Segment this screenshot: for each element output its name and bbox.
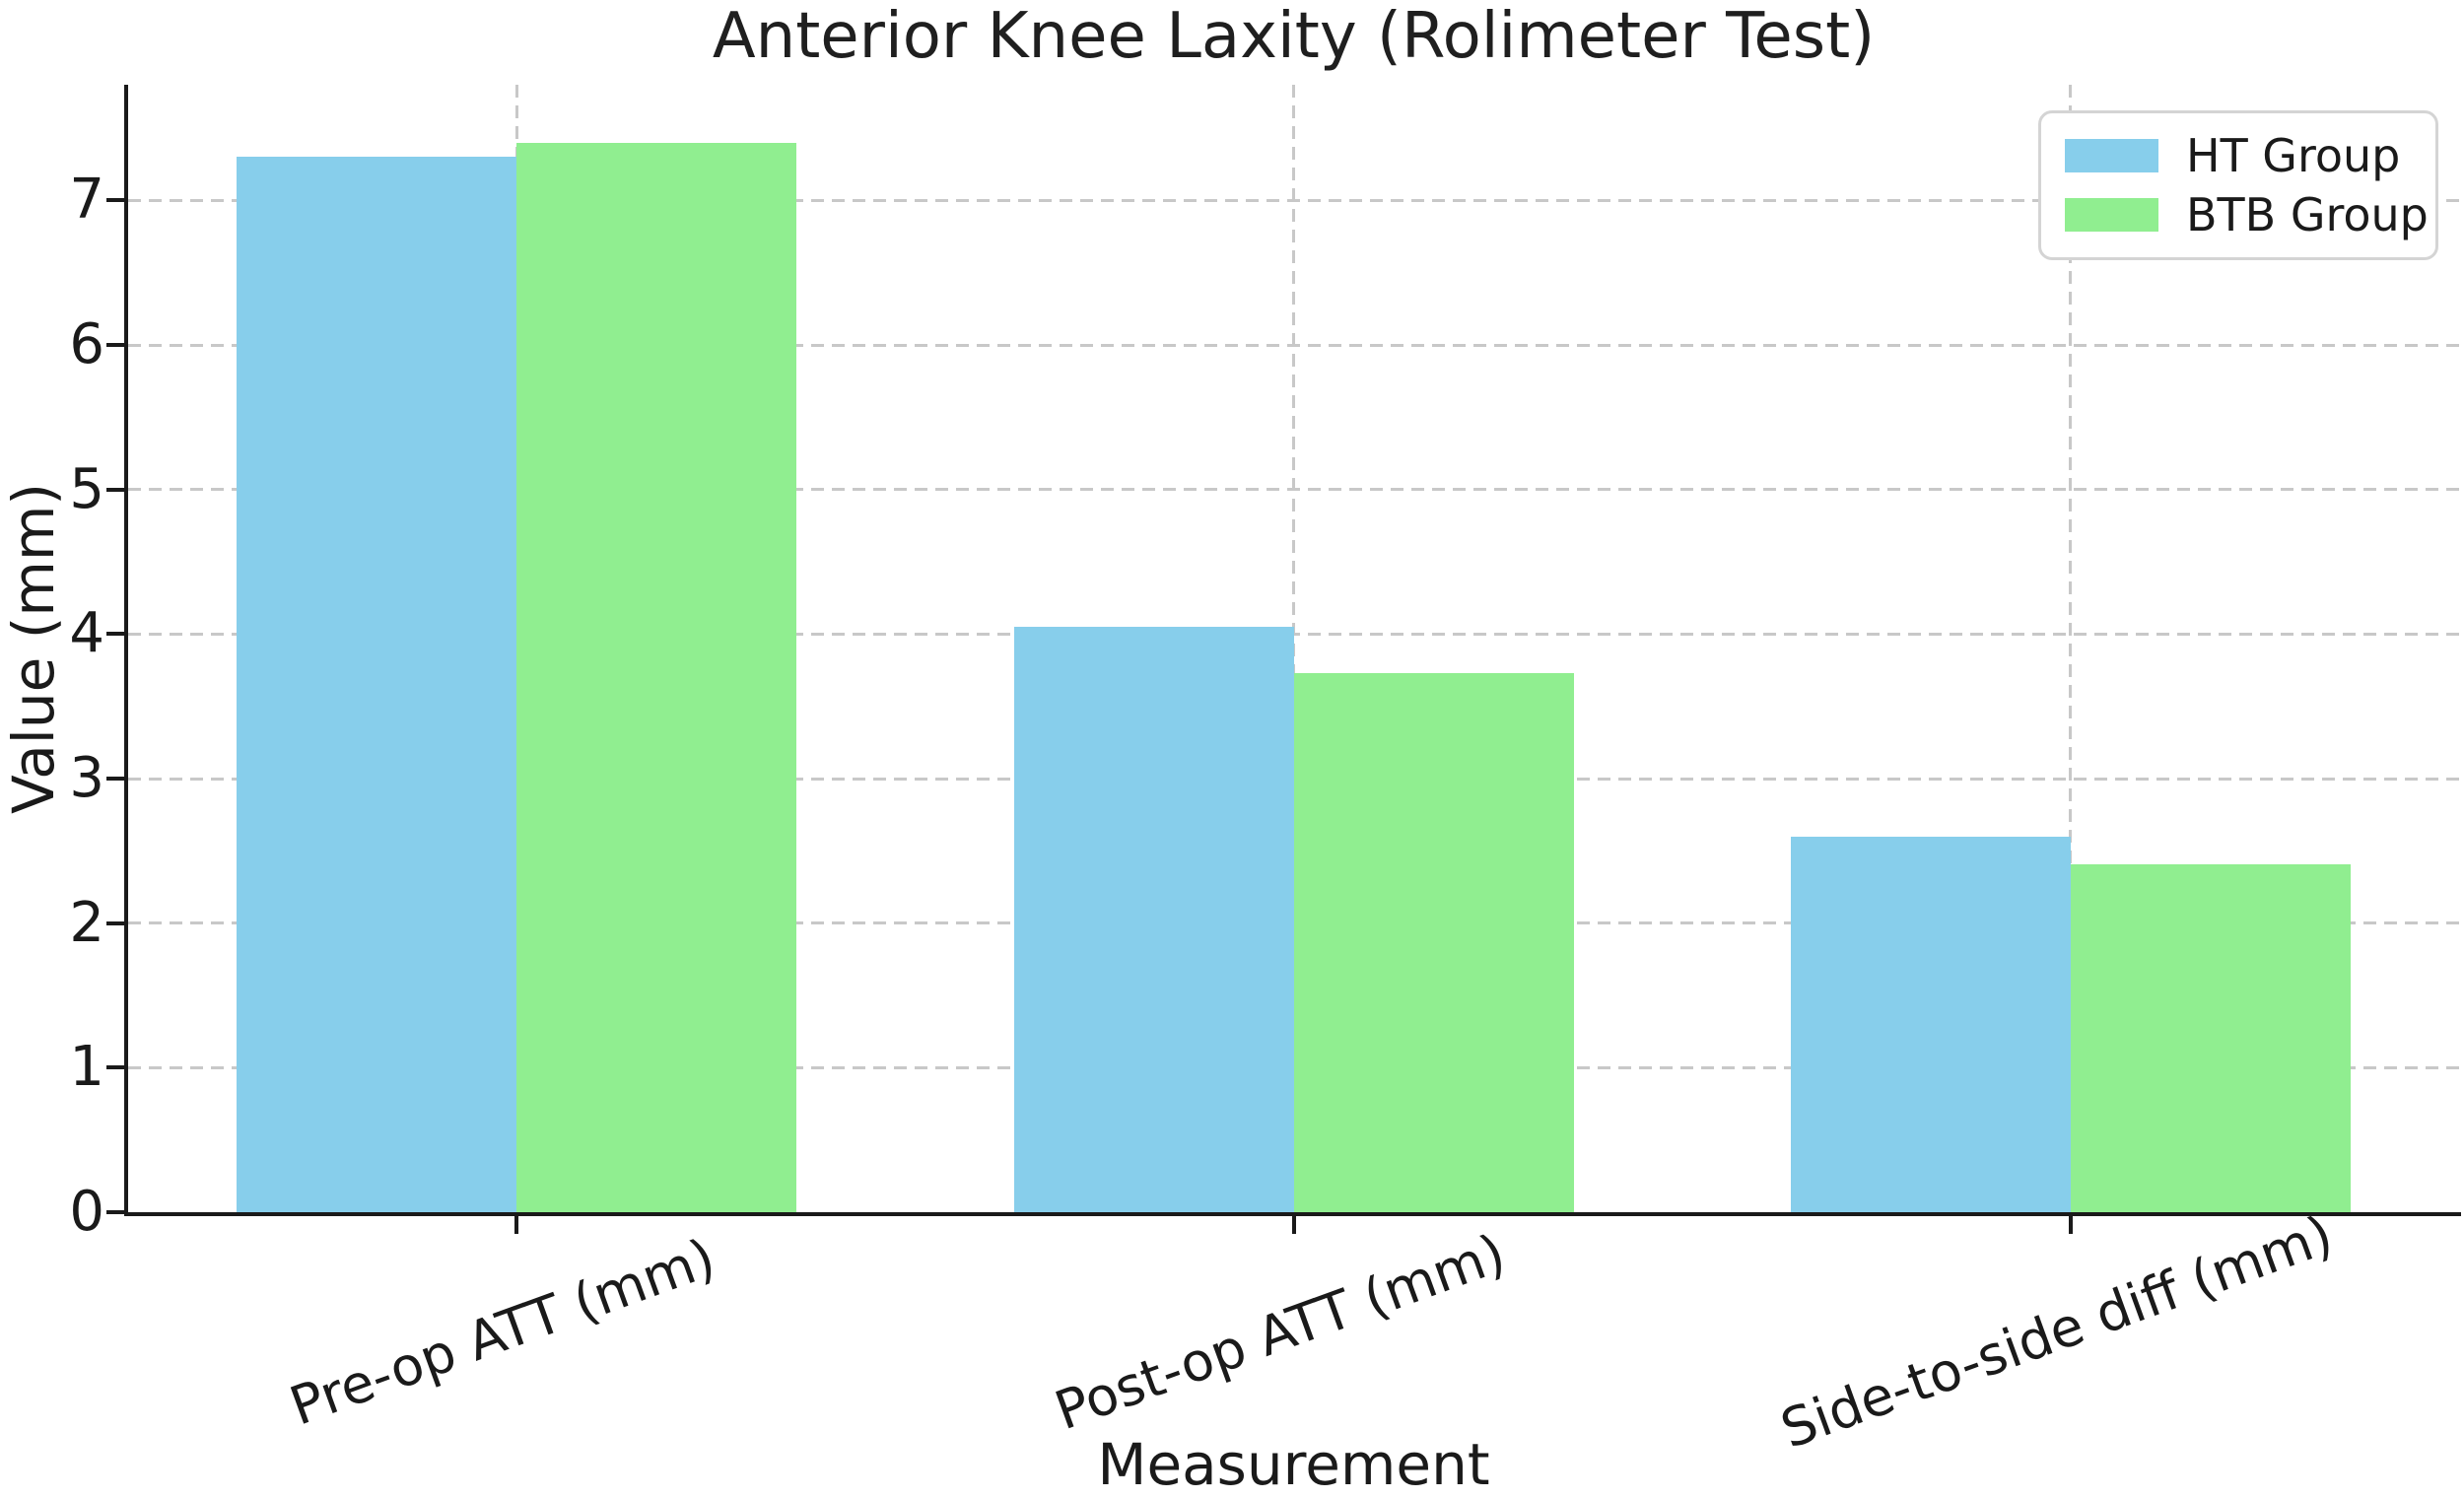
y-tick-mark — [106, 343, 124, 347]
y-tick-mark — [106, 632, 124, 637]
y-tick-label: 6 — [69, 312, 104, 376]
y-tick-mark — [106, 487, 124, 492]
bar-ht-group-side-to-side-diff-mm — [1790, 836, 2071, 1212]
x-tick-label: Post-op ATT (mm) — [1046, 1221, 1513, 1443]
bar-btb-group-side-to-side-diff-mm — [2070, 863, 2351, 1212]
x-tick-mark — [514, 1216, 519, 1234]
y-tick-label: 7 — [69, 168, 104, 233]
y-tick-label: 3 — [69, 746, 104, 810]
y-tick-label: 0 — [69, 1180, 104, 1244]
y-tick-label: 2 — [69, 890, 104, 955]
y-tick-mark — [106, 1210, 124, 1214]
bar-ht-group-pre-op-att-mm — [237, 157, 517, 1212]
legend-label: BTB Group — [2186, 188, 2429, 241]
y-tick-mark — [106, 198, 124, 203]
gridline-vertical — [1292, 85, 1295, 1212]
legend-swatch-ht-group — [2065, 139, 2158, 172]
bar-ht-group-post-op-att-mm — [1013, 627, 1294, 1212]
y-tick-mark — [106, 777, 124, 781]
bar-btb-group-pre-op-att-mm — [516, 142, 797, 1212]
y-tick-mark — [106, 1065, 124, 1070]
y-tick-label: 5 — [69, 456, 104, 521]
x-tick-mark — [2068, 1216, 2073, 1234]
legend-item-ht-group: HT Group — [2065, 133, 2412, 178]
x-axis-label: Measurement — [1097, 1431, 1490, 1498]
x-tick-label: Pre-op ATT (mm) — [282, 1226, 723, 1438]
legend-swatch-btb-group — [2065, 198, 2158, 232]
gridline-vertical — [2069, 85, 2073, 1212]
x-tick-mark — [1291, 1216, 1296, 1234]
bar-btb-group-post-op-att-mm — [1293, 672, 1574, 1212]
legend-item-btb-group: BTB Group — [2065, 192, 2429, 238]
y-tick-label: 1 — [69, 1035, 104, 1100]
y-tick-label: 4 — [69, 601, 104, 666]
x-axis-spine — [124, 1212, 2461, 1216]
chart-title: Anterior Knee Laxity (Rolimeter Test) — [712, 0, 1876, 73]
y-tick-mark — [106, 920, 124, 925]
legend-label: HT Group — [2186, 129, 2401, 182]
legend: HT Group BTB Group — [2038, 110, 2438, 260]
x-tick-label: Side-to-side diff (mm) — [1772, 1203, 2341, 1461]
y-axis-spine — [124, 85, 128, 1216]
